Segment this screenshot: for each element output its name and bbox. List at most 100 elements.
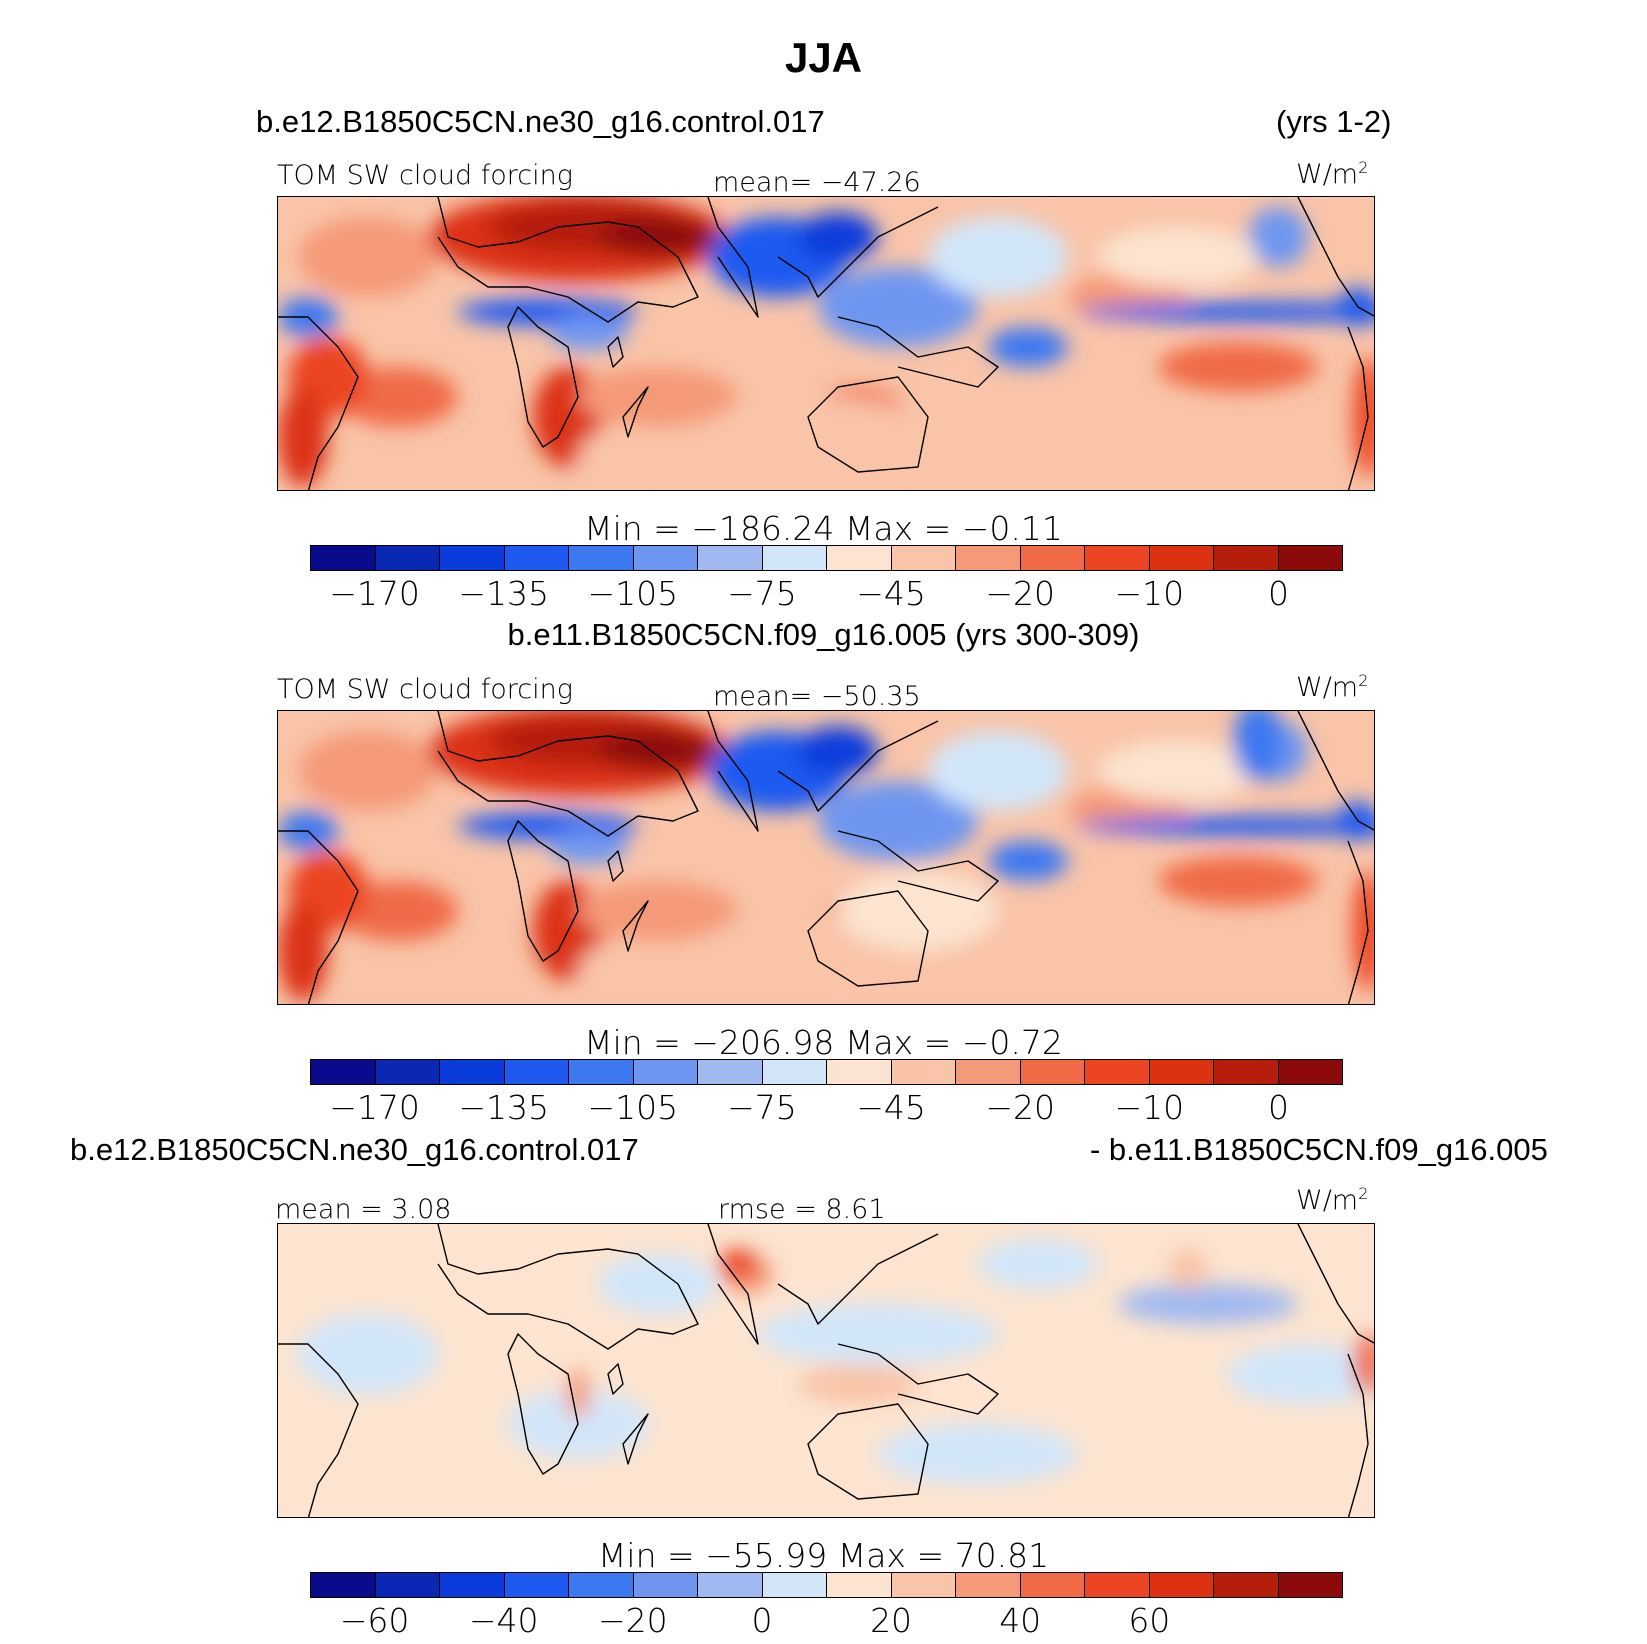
panel1-minmax: Min = −186.24 Max = −0.11: [584, 509, 1063, 548]
panel2-map-field: [278, 711, 1374, 1004]
panel3-rmse: rmse = 8.61: [718, 1194, 886, 1225]
colorbar-box: [1085, 1060, 1150, 1084]
colorbar-tick-label: −20: [985, 574, 1056, 613]
colorbar-box: [311, 1573, 376, 1597]
colorbar-box: [1214, 546, 1279, 570]
colorbar-box: [891, 546, 956, 570]
panel3-case-b: - b.e11.B1850C5CN.f09_g16.005: [1090, 1132, 1548, 1167]
colorbar-box: [440, 546, 505, 570]
colorbar-box: [375, 546, 440, 570]
panel2-minmax: Min = −206.98 Max = −0.72: [584, 1023, 1063, 1062]
colorbar-box: [956, 1573, 1021, 1597]
panel2-case-name: b.e11.B1850C5CN.f09_g16.005 (yrs 300-309…: [507, 617, 1140, 652]
panel3-colorbar: [310, 1572, 1343, 1598]
colorbar-tick-label: −75: [727, 1088, 797, 1127]
panel2-map: [277, 710, 1375, 1005]
panel1-variable-label: TOM SW cloud forcing: [277, 160, 573, 191]
figure-title: JJA: [784, 34, 863, 81]
colorbar-box: [1214, 1573, 1279, 1597]
colorbar-box: [504, 1060, 569, 1084]
colorbar-box: [1020, 1573, 1085, 1597]
colorbar-box: [1214, 1060, 1279, 1084]
colorbar-tick-label: −45: [856, 1088, 926, 1127]
colorbar-tick-label: −60: [339, 1601, 410, 1640]
colorbar-box: [1085, 1573, 1150, 1597]
colorbar-tick-label: −105: [587, 574, 679, 613]
colorbar-tick-label: −105: [587, 1088, 679, 1127]
colorbar-box: [633, 1060, 698, 1084]
colorbar-tick-label: −45: [856, 574, 926, 613]
panel1-years: (yrs 1-2): [1276, 104, 1392, 139]
colorbar-tick-label: 20: [870, 1601, 913, 1640]
colorbar-tick-label: −170: [329, 574, 420, 613]
colorbar-box: [956, 546, 1021, 570]
colorbar-box: [891, 1060, 956, 1084]
colorbar-box: [698, 1573, 763, 1597]
panel1-map-field: [278, 197, 1374, 490]
colorbar-tick-label: 0: [751, 1601, 773, 1640]
panel2-variable-label: TOM SW cloud forcing: [277, 674, 573, 705]
colorbar-box: [827, 546, 892, 570]
colorbar-box: [375, 1573, 440, 1597]
colorbar-tick-label: −20: [597, 1601, 668, 1640]
colorbar-box: [698, 1060, 763, 1084]
colorbar-box: [956, 1060, 1021, 1084]
colorbar-box: [440, 1060, 505, 1084]
panel1-units: W/m2: [1296, 158, 1369, 190]
colorbar-box: [1085, 546, 1150, 570]
colorbar-box: [1020, 1060, 1085, 1084]
panel3-map-field: [278, 1224, 1374, 1517]
panel1-mean: mean= −47.26: [713, 167, 921, 198]
panel2-units: W/m2: [1296, 671, 1369, 703]
colorbar-box: [1278, 1573, 1342, 1597]
colorbar-box: [1278, 546, 1342, 570]
colorbar-box: [569, 1573, 634, 1597]
colorbar-box: [633, 1573, 698, 1597]
colorbar-box: [762, 1060, 827, 1084]
colorbar-box: [569, 546, 634, 570]
colorbar-box: [1149, 1573, 1214, 1597]
colorbar-box: [375, 1060, 440, 1084]
panel3-map: [277, 1223, 1375, 1518]
panel1-map: [277, 196, 1375, 491]
colorbar-box: [504, 1573, 569, 1597]
panel2-colorbar-ticks: −170 −135 −105 −75 −45 −20 −10 0: [0, 1088, 1647, 1128]
colorbar-box: [891, 1573, 956, 1597]
panel3-case-a: b.e12.B1850C5CN.ne30_g16.control.017: [70, 1132, 639, 1167]
panel1-colorbar-ticks: −170 −135 −105 −75 −45 −20 −10 0: [0, 574, 1647, 614]
panel3-units: W/m2: [1296, 1184, 1369, 1216]
colorbar-tick-label: −75: [727, 574, 797, 613]
colorbar-tick-label: −10: [1114, 574, 1185, 613]
colorbar-box: [1149, 1060, 1214, 1084]
colorbar-box: [827, 1060, 892, 1084]
colorbar-box: [1278, 1060, 1342, 1084]
colorbar-tick-label: −10: [1114, 1088, 1185, 1127]
colorbar-box: [698, 546, 763, 570]
colorbar-tick-label: 0: [1267, 1088, 1289, 1127]
colorbar-tick-label: 40: [999, 1601, 1042, 1640]
panel1-case-name: b.e12.B1850C5CN.ne30_g16.control.017: [256, 104, 825, 139]
colorbar-tick-label: −170: [329, 1088, 420, 1127]
colorbar-box: [311, 1060, 376, 1084]
colorbar-tick-label: 60: [1128, 1601, 1171, 1640]
colorbar-box: [762, 546, 827, 570]
panel2-mean: mean= −50.35: [713, 681, 921, 712]
colorbar-box: [827, 1573, 892, 1597]
colorbar-box: [504, 546, 569, 570]
colorbar-box: [311, 546, 376, 570]
panel2-colorbar: [310, 1059, 1343, 1085]
panel3-minmax: Min = −55.99 Max = 70.81: [597, 1536, 1050, 1575]
colorbar-box: [1020, 546, 1085, 570]
panel3-colorbar-ticks: −60 −40 −20 0 20 40 60: [0, 1601, 1647, 1641]
colorbar-box: [762, 1573, 827, 1597]
colorbar-tick-label: −135: [458, 574, 549, 613]
colorbar-tick-label: 0: [1267, 574, 1289, 613]
colorbar-tick-label: −20: [985, 1088, 1056, 1127]
colorbar-box: [1149, 546, 1214, 570]
panel1-colorbar: [310, 545, 1343, 571]
panel3-mean: mean = 3.08: [275, 1194, 452, 1225]
colorbar-box: [633, 546, 698, 570]
colorbar-box: [569, 1060, 634, 1084]
colorbar-tick-label: −135: [458, 1088, 549, 1127]
colorbar-tick-label: −40: [468, 1601, 539, 1640]
